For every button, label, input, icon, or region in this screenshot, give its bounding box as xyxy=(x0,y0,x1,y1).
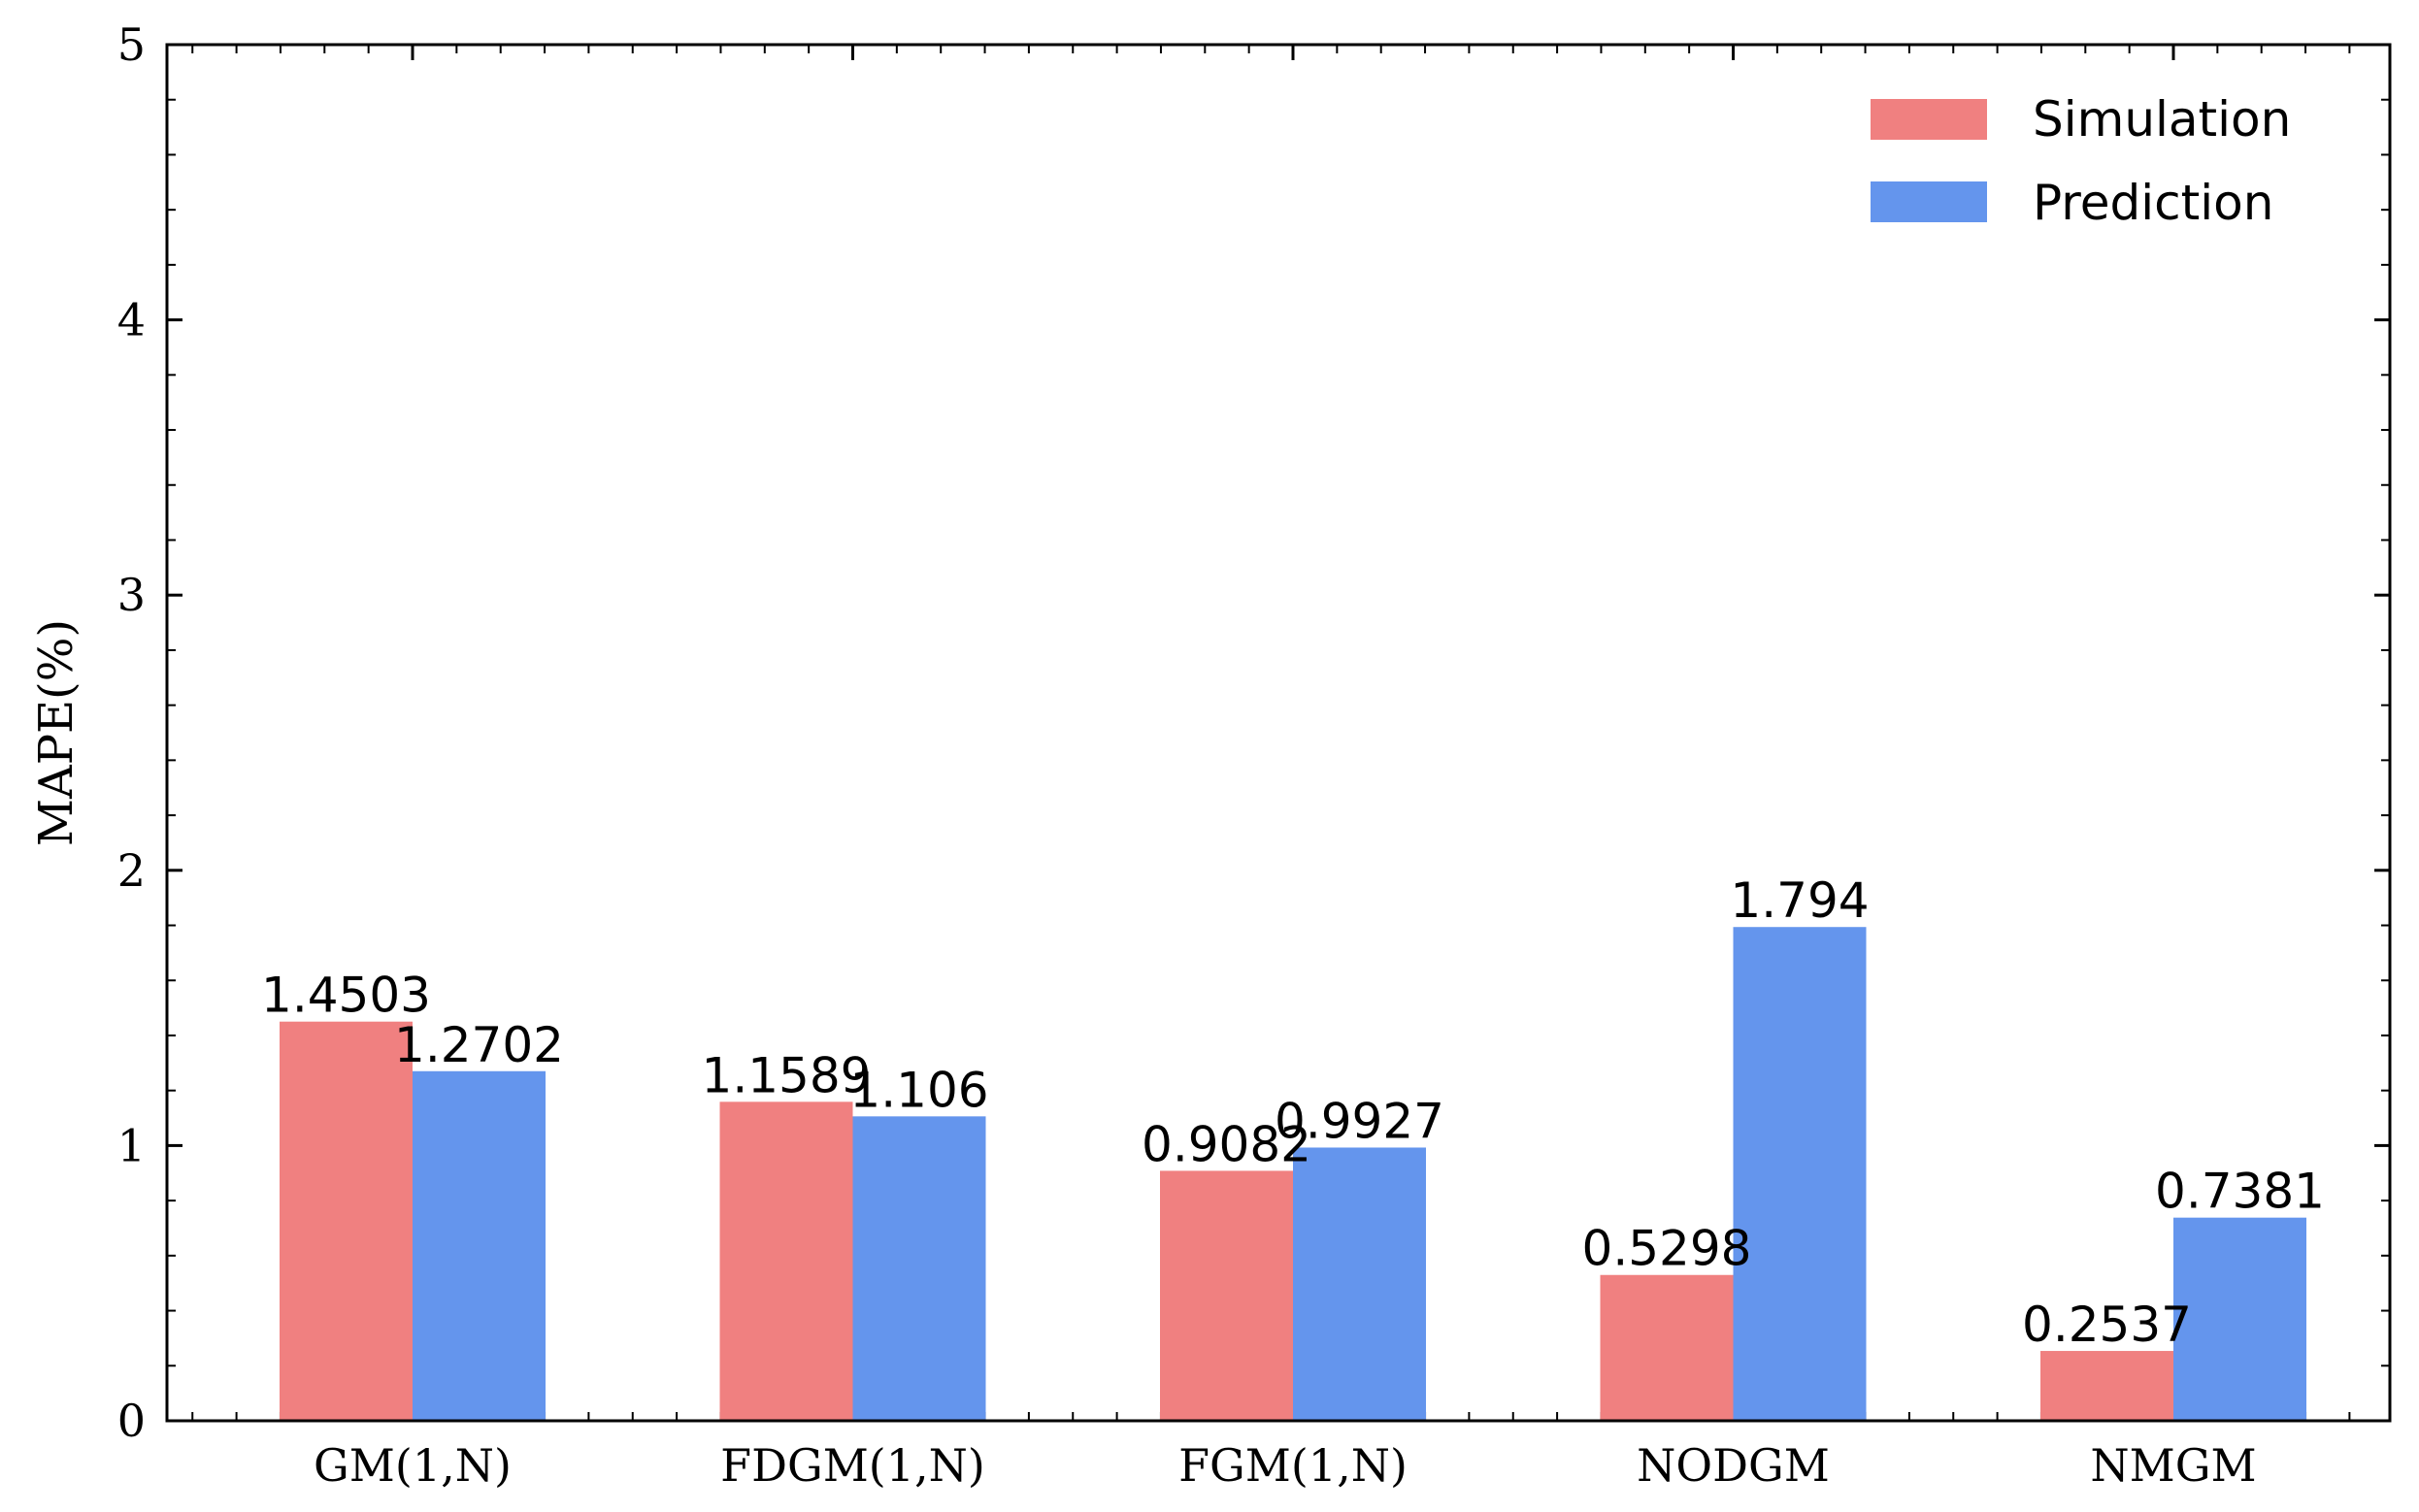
bar-simulation-4 xyxy=(1600,1274,1734,1421)
data-label-prediction-2: 1.106 xyxy=(849,1062,988,1118)
data-label-prediction-5: 0.7381 xyxy=(2155,1164,2325,1220)
legend-label-prediction: Prediction xyxy=(2033,175,2273,231)
data-label-simulation-2: 1.1589 xyxy=(702,1047,872,1103)
data-label-simulation-1: 1.4503 xyxy=(261,968,431,1024)
x-tick-label: FDGM(1,N) xyxy=(720,1439,985,1492)
y-tick-label: 1 xyxy=(117,1119,146,1171)
bar-prediction-4 xyxy=(1733,927,1867,1421)
x-tick-label: GM(1,N) xyxy=(314,1439,512,1492)
y-tick-label: 5 xyxy=(117,18,146,71)
legend-swatch-prediction xyxy=(1871,181,1987,222)
y-axis-title: MAPE(%) xyxy=(29,619,83,846)
y-tick-label: 4 xyxy=(117,294,146,346)
data-label-simulation-3: 0.9082 xyxy=(1142,1116,1311,1172)
bar-simulation-3 xyxy=(1160,1170,1293,1421)
data-label-simulation-5: 0.2537 xyxy=(2022,1297,2192,1353)
legend-label-simulation: Simulation xyxy=(2033,91,2291,148)
y-tick-labels: 0 1 2 3 4 5 xyxy=(117,18,146,1447)
legend-swatch-simulation xyxy=(1871,99,1987,140)
y-tick-label: 0 xyxy=(117,1395,146,1447)
bars xyxy=(280,927,2306,1421)
y-tick-label: 2 xyxy=(117,844,146,897)
bar-prediction-3 xyxy=(1293,1147,1426,1421)
x-tick-label: FGM(1,N) xyxy=(1178,1439,1408,1492)
data-label-prediction-3: 0.9927 xyxy=(1275,1093,1444,1149)
bar-simulation-2 xyxy=(719,1101,853,1421)
data-label-prediction-4: 1.794 xyxy=(1730,872,1869,929)
legend: Simulation Prediction xyxy=(1871,91,2291,231)
data-label-prediction-1: 1.2702 xyxy=(394,1017,564,1073)
x-tick-label: NMGM xyxy=(2090,1439,2256,1492)
x-tick-labels: GM(1,N) FDGM(1,N) FGM(1,N) NODGM NMGM xyxy=(314,1439,2257,1492)
bar-prediction-2 xyxy=(852,1116,986,1421)
x-tick-label: NODGM xyxy=(1637,1439,1830,1492)
y-tick-label: 3 xyxy=(117,569,146,621)
bar-simulation-5 xyxy=(2040,1351,2173,1421)
bar-prediction-1 xyxy=(413,1070,546,1421)
bar-prediction-5 xyxy=(2173,1217,2306,1421)
data-label-simulation-4: 0.5298 xyxy=(1582,1221,1752,1277)
bar-simulation-1 xyxy=(280,1021,413,1421)
plot-frame xyxy=(165,43,2392,1423)
